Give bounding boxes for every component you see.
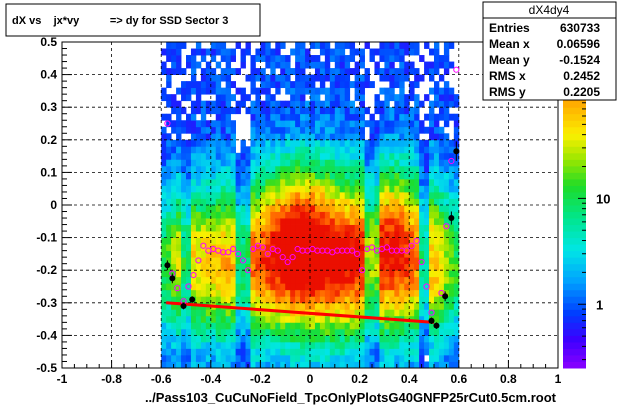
open-circle-point <box>195 257 202 264</box>
stats-value: 0.2205 <box>563 85 600 99</box>
fit-line <box>166 301 435 324</box>
open-circle-point <box>403 247 410 254</box>
stats-label: Mean y <box>489 53 530 67</box>
open-circle-point <box>413 237 420 244</box>
chart-title: dX vs jx*vy => dy for SSD Sector 3 <box>12 15 228 27</box>
x-tick-label: 1 <box>555 372 562 386</box>
profile-mean-point <box>189 296 196 303</box>
stats-value: -0.1524 <box>559 53 600 67</box>
open-circle-point <box>438 289 445 297</box>
open-circle-point <box>408 242 415 249</box>
stats-value: 630733 <box>560 21 600 35</box>
profile-mean-point <box>448 211 455 225</box>
open-circle-series <box>164 66 460 316</box>
y-tick-label: -0.5 <box>36 361 57 375</box>
open-circle-point <box>259 244 266 251</box>
open-circle-point <box>164 120 171 127</box>
open-circle-point <box>225 249 232 256</box>
profile-mean-point <box>180 302 187 310</box>
open-circle-point <box>354 250 361 257</box>
stats-value: 0.2452 <box>563 69 600 83</box>
colorbar-tick-label: 10 <box>596 191 610 206</box>
x-tick-label: 0.8 <box>500 372 517 386</box>
y-tick-label: -0.3 <box>36 296 57 310</box>
profile-mean-series <box>164 141 460 329</box>
stats-value: 0.06596 <box>557 37 601 51</box>
x-tick-label: -0.6 <box>151 372 172 386</box>
fit-line-segment <box>166 301 435 324</box>
x-tick-label: 0 <box>307 372 314 386</box>
x-tick-label: -0.2 <box>250 372 271 386</box>
x-axis-label: ../Pass103_CuCuNoField_TpcOnlyPlotsG40GN… <box>145 390 557 405</box>
open-circle-point <box>234 250 242 257</box>
open-circle-point <box>279 254 286 261</box>
x-tick-label: 0.6 <box>450 372 467 386</box>
y-tick-label: -0.2 <box>36 263 57 277</box>
open-circle-point <box>453 66 460 73</box>
open-circle-point <box>249 245 257 253</box>
open-circle-point <box>423 283 430 290</box>
stats-box: dX4dy4 Entries 630733 Mean x 0.06596 Mean y -… <box>482 1 617 101</box>
grid-lines <box>62 42 558 368</box>
open-circle-point <box>244 267 252 274</box>
profile-mean-point <box>428 317 435 324</box>
profile-mean-point <box>442 291 449 302</box>
stats-label: RMS y <box>489 85 526 99</box>
open-circle-point <box>230 245 237 253</box>
x-axis: -1 -0.8 -0.6 -0.4 -0.2 0 0.2 0.4 0.6 0.8 1 <box>57 360 562 386</box>
y-tick-label: -0.4 <box>36 328 57 342</box>
x-tick-label: 0.2 <box>351 372 368 386</box>
open-circle-point <box>274 247 281 254</box>
open-circle-point <box>418 258 425 266</box>
open-circle-point <box>185 283 192 290</box>
y-tick-label: -0.1 <box>36 231 57 245</box>
open-circle-point <box>239 257 247 264</box>
heatmap-cells <box>161 42 460 368</box>
y-tick-label: 0.5 <box>40 35 57 49</box>
x-tick-label: -1 <box>57 372 68 386</box>
open-circle-point <box>358 267 366 274</box>
colorbar-tick-label: 1 <box>596 297 603 312</box>
open-circle-point <box>428 309 435 316</box>
stats-label: Mean x <box>489 37 530 51</box>
y-tick-label: 0.2 <box>40 133 57 147</box>
stats-name: dX4dy4 <box>529 3 570 17</box>
profile-mean-point <box>453 141 460 161</box>
x-tick-label: -0.8 <box>101 372 122 386</box>
y-tick-label: 0.4 <box>40 68 57 82</box>
y-tick-label: 0 <box>50 198 57 212</box>
profile-mean-point <box>433 322 440 329</box>
x-tick-label: 0.4 <box>401 372 418 386</box>
y-tick-label: 0.3 <box>40 100 57 114</box>
title-box <box>5 3 261 37</box>
open-circle-point <box>284 258 291 266</box>
profile-mean-point <box>169 273 176 284</box>
open-circle-point <box>264 250 271 257</box>
open-circle-point <box>190 271 197 279</box>
open-circle-point <box>383 244 390 251</box>
open-circle-point <box>443 223 450 230</box>
open-circle-point <box>289 254 296 261</box>
open-circle-point <box>174 285 181 292</box>
y-axis: -0.5 -0.4 -0.3 -0.2 -0.1 0 0.1 0.2 0.3 0.4 0.5 <box>36 35 72 375</box>
stats-label: Entries <box>489 21 530 35</box>
stats-label: RMS x <box>489 69 526 83</box>
open-circle-point <box>448 157 455 165</box>
open-circle-point <box>349 247 356 254</box>
open-circle-point <box>368 244 376 251</box>
x-tick-label: -0.4 <box>200 372 221 386</box>
profile-mean-point <box>164 260 171 271</box>
open-circle-point <box>200 242 207 249</box>
y-tick-label: 0.1 <box>40 165 57 179</box>
